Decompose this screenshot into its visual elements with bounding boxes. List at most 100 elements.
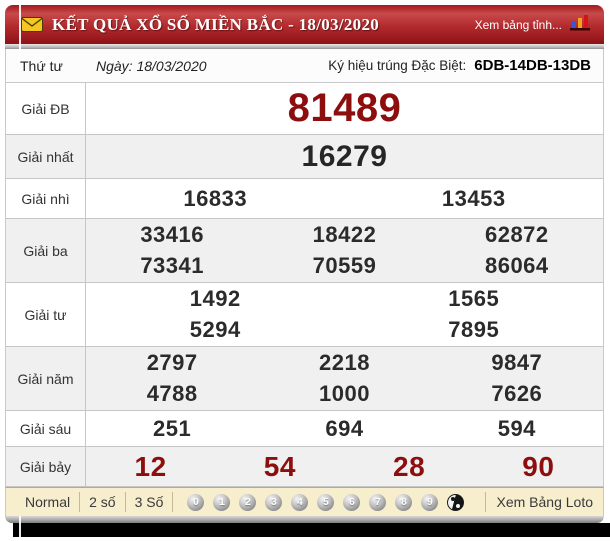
prize-number: 33416 [140,221,204,247]
prize-label: Giải năm [6,347,86,410]
vertical-divider-line-bottom [19,516,21,537]
prize-number: 5294 [189,317,241,343]
panel-bottom-cap [5,516,604,523]
vertical-divider-line-top [19,5,21,49]
prize-numbers: 16833 13453 [86,179,603,218]
prize-row: Giải nhất 16279 [6,135,603,179]
prize-number: 7895 [448,317,500,343]
prize-label: Giải ĐB [6,83,86,134]
footer-separator [172,492,174,512]
prize-number: 16833 [183,185,248,211]
digit-ball-0[interactable]: 0 [187,493,205,511]
footer-separator [485,492,487,512]
prize-number-line: 81489 [86,83,603,134]
prize-number: 1492 [189,285,241,311]
prize-number: 1565 [448,285,500,311]
digit-ball-6[interactable]: 6 [343,493,361,511]
prize-number-line: 4788 1000 7626 [86,379,603,411]
prize-number-line: 16833 13453 [86,179,603,218]
prize-number: 4788 [146,381,198,407]
lottery-widget: KẾT QUẢ XỔ SỐ MIỀN BẮC - 18/03/2020 Xem … [5,5,604,523]
prize-number-line: 1492 1565 [86,283,603,315]
mode-button-2so[interactable]: 2 số [89,494,116,510]
prize-number: 9847 [491,349,543,375]
prize-number-line: 12 54 28 90 [86,447,603,486]
prize-number: 62872 [484,221,549,247]
special-symbol-value: 6DB-14DB-13DB [474,57,591,74]
prize-number: 28 [393,450,426,482]
prize-numbers: 12 54 28 90 [86,447,603,486]
special-symbol-label: Ký hiệu trúng Đặc Biệt: [328,58,467,73]
digit-ball-1[interactable]: 1 [213,493,231,511]
header-divider [5,44,604,49]
weekday-label: Thứ tư [20,57,63,74]
footer-separator [79,492,81,512]
prize-row: Giải nhì 16833 13453 [6,179,603,219]
prize-row: Giải ba 33416 18422 62872 73341 70559 86064 [6,219,603,283]
prize-number: 13453 [441,185,506,211]
loto-board-link[interactable]: Xem Bảng Loto [496,494,593,510]
bar-chart-icon[interactable] [568,14,592,36]
prize-number: 251 [153,415,192,441]
digit-ball-7[interactable]: 7 [369,493,387,511]
prize-number: 12 [134,450,167,482]
digit-ball-9[interactable]: 9 [421,493,439,511]
prize-number: 2218 [319,349,370,375]
digit-ball-8[interactable]: 8 [395,493,413,511]
prize-number: 594 [497,415,536,441]
prize-number-line: 2797 2218 9847 [86,347,603,379]
bottom-black-bar [13,523,610,537]
prize-number: 2797 [146,349,198,375]
header-bar: KẾT QUẢ XỔ SỐ MIỀN BẮC - 18/03/2020 Xem … [5,5,604,44]
prize-numbers: 81489 [86,83,603,134]
yin-yang-icon[interactable] [447,493,465,511]
prize-number: 86064 [484,253,549,279]
prize-label: Giải sáu [6,411,86,446]
prize-numbers: 1492 1565 5294 7895 [86,283,603,346]
prize-numbers: 33416 18422 62872 73341 70559 86064 [86,219,603,282]
draw-date: Ngày: 18/03/2020 [96,57,207,74]
prize-row: Giải bảy 12 54 28 90 [6,447,603,487]
prize-label: Giải nhất [6,135,86,178]
prize-number-line: 73341 70559 86064 [86,251,603,283]
prize-label: Giải bảy [6,447,86,486]
prize-numbers: 16279 [86,135,603,178]
digit-ball-4[interactable]: 4 [291,493,309,511]
digit-ball-5[interactable]: 5 [317,493,335,511]
prize-label: Giải tư [6,283,86,346]
prize-row: Giải sáu 251 694 594 [6,411,603,447]
prize-number: 81489 [287,86,402,130]
prize-label: Giải nhì [6,179,86,218]
mode-button-3so[interactable]: 3 Số [134,494,164,510]
prize-row: Giải ĐB 81489 [6,83,603,135]
results-table: Giải ĐB 81489 Giải nhất 16279 Giải nhì 16833 1… [5,83,604,487]
prize-number-line: 33416 18422 62872 [86,219,603,251]
prize-number-line: 251 694 594 [86,411,603,446]
page-title: KẾT QUẢ XỔ SỐ MIỀN BẮC - 18/03/2020 [52,14,380,34]
prize-number: 70559 [312,253,377,279]
mode-button-normal[interactable]: Normal [25,494,71,510]
prize-number-line: 16279 [86,135,603,178]
header-right: Xem bảng tỉnh... [475,14,592,36]
prize-label: Giải ba [6,219,86,282]
prize-number: 73341 [140,253,204,279]
prize-number: 90 [522,450,555,482]
prize-number: 54 [263,450,296,482]
loto-group: Xem Bảng Loto [485,492,593,512]
footer-separator [124,492,126,512]
digit-ball-2[interactable]: 2 [239,493,257,511]
digit-ball-3[interactable]: 3 [265,493,283,511]
draw-info-row: Thứ tư Ngày: 18/03/2020 Ký hiệu trúng Đặ… [5,49,604,83]
prize-number: 694 [325,415,364,441]
prize-number: 7626 [491,381,543,407]
prize-number: 18422 [312,221,377,247]
prize-row: Giải năm 2797 2218 9847 4788 1000 7626 [6,347,603,411]
province-board-link[interactable]: Xem bảng tỉnh... [474,17,562,32]
prize-number: 1000 [319,381,370,407]
prize-numbers: 251 694 594 [86,411,603,446]
prize-row: Giải tư 1492 1565 5294 7895 [6,283,603,347]
envelope-icon [21,17,43,32]
